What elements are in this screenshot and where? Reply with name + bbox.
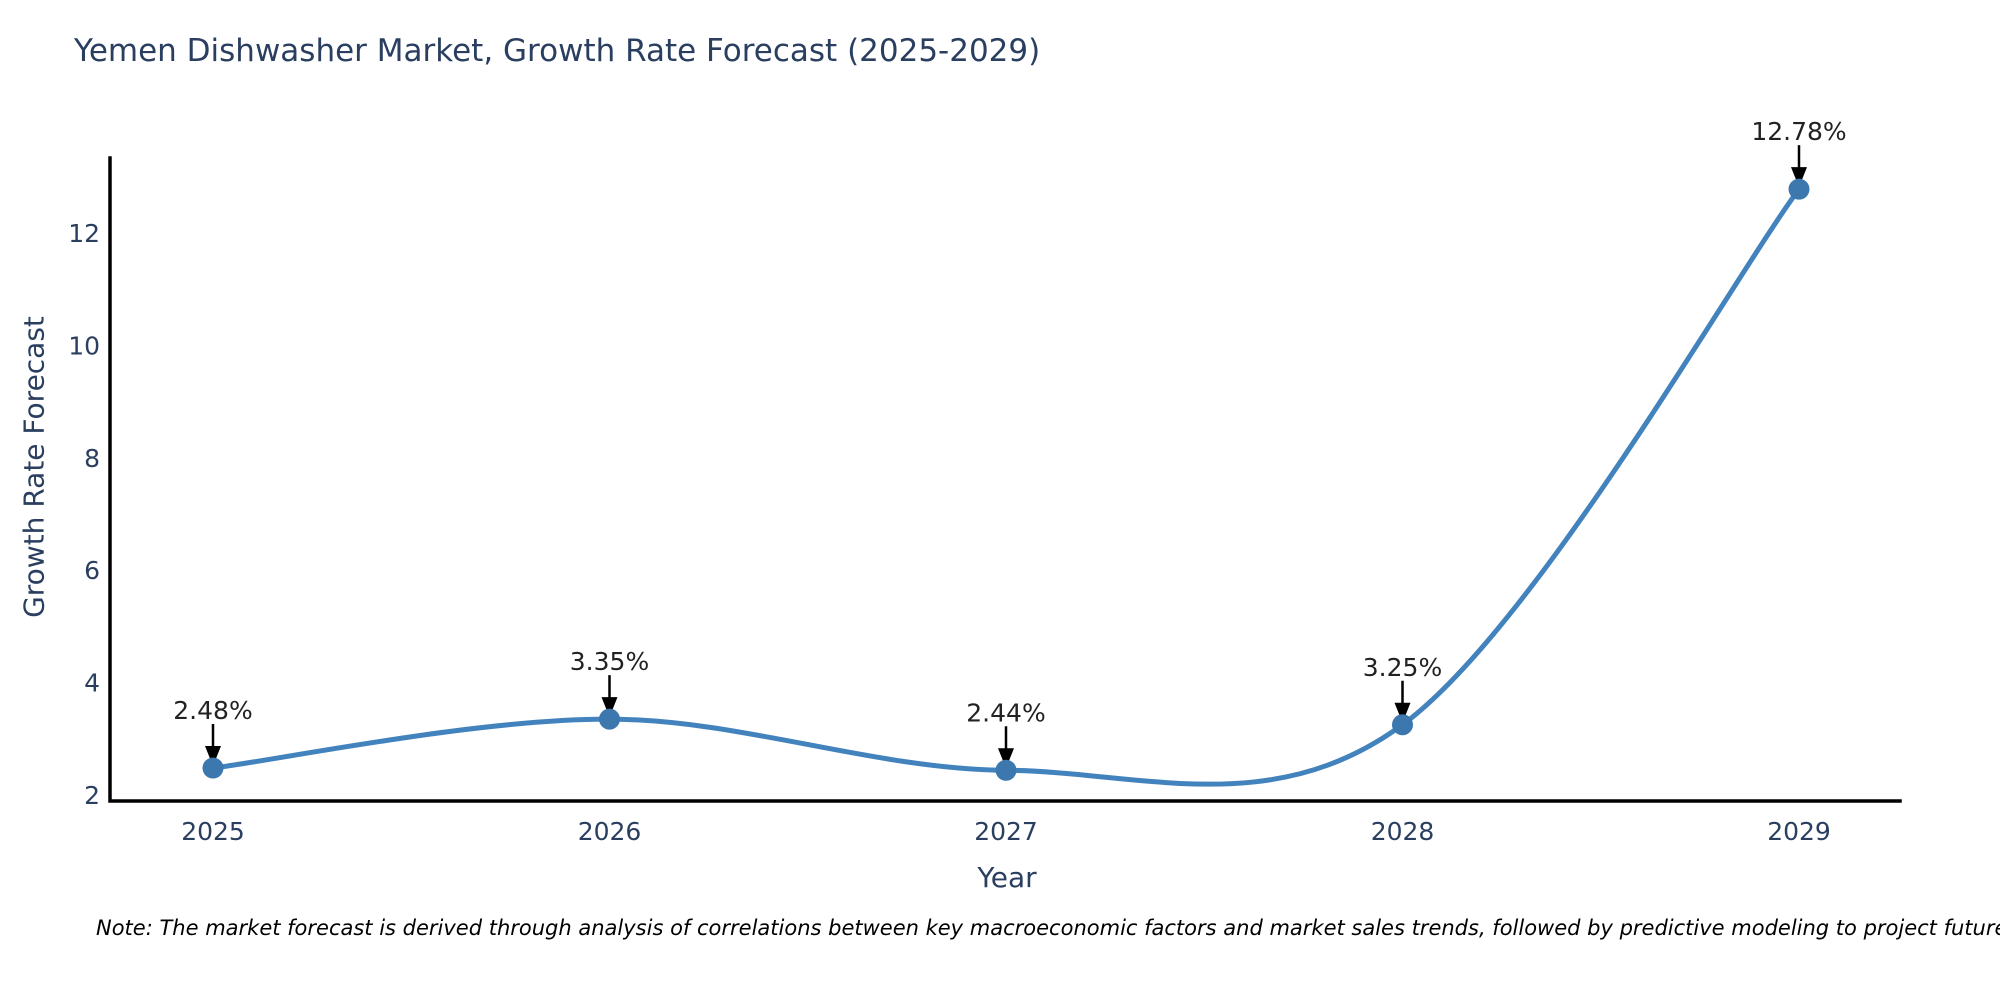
annotation-label: 2.48% — [173, 696, 252, 725]
x-tick-label: 2027 — [974, 817, 1038, 846]
annotation-arrowhead — [998, 748, 1014, 769]
annotation-label: 3.25% — [1363, 653, 1442, 682]
annotation-arrowhead — [1791, 167, 1807, 188]
annotation-label: 3.35% — [570, 647, 649, 676]
y-tick-label: 12 — [68, 219, 100, 248]
axis-spines — [108, 156, 1902, 803]
annotation-arrowhead — [1394, 702, 1411, 723]
y-tick-label: 2 — [84, 781, 100, 810]
annotation-arrowhead — [205, 746, 221, 767]
data-point[interactable] — [202, 757, 224, 779]
annotation-label: 2.44% — [966, 698, 1045, 727]
annotation-arrowhead — [601, 697, 618, 718]
x-tick-label: 2028 — [1371, 817, 1435, 846]
y-tick-label: 8 — [84, 444, 100, 473]
footnote: Note: The market forecast is derived thr… — [96, 916, 2000, 940]
data-point[interactable] — [1788, 178, 1810, 200]
x-axis-title: Year — [977, 861, 1037, 894]
data-point[interactable] — [1392, 714, 1413, 736]
x-tick-label: 2026 — [578, 817, 642, 846]
x-tick-label: 2025 — [181, 817, 245, 846]
y-tick-label: 10 — [68, 331, 100, 360]
chart-title: Yemen Dishwasher Market, Growth Rate For… — [74, 33, 1041, 69]
y-tick-label: 4 — [84, 669, 100, 698]
data-point[interactable] — [995, 759, 1017, 781]
y-tick-label: 6 — [84, 556, 100, 585]
annotation-label: 12.78% — [1751, 117, 1846, 146]
trend-line — [210, 186, 1802, 787]
x-tick-label: 2029 — [1767, 817, 1831, 846]
data-point[interactable] — [599, 708, 620, 730]
